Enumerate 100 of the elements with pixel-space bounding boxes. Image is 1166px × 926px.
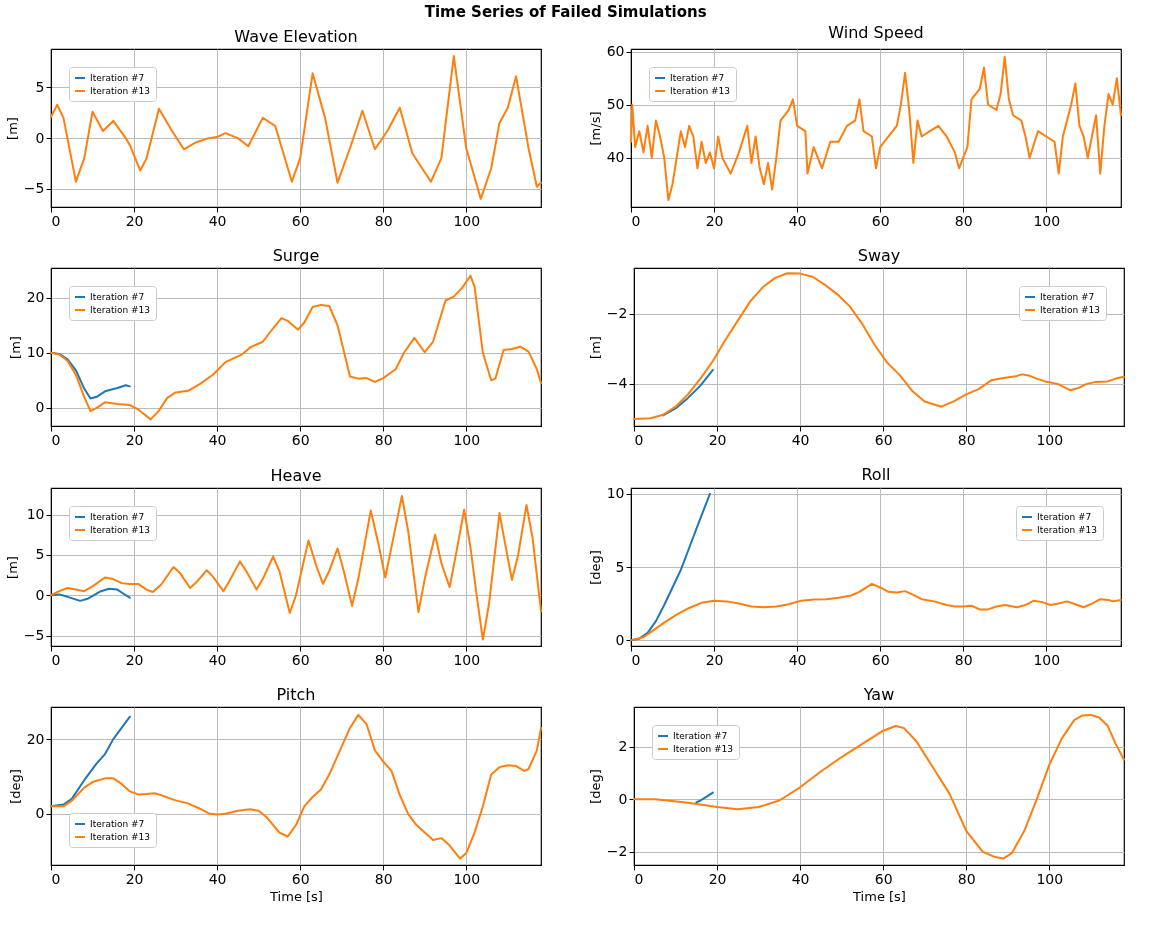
x-tick-label: 80 <box>374 431 393 448</box>
legend-label: Iteration #13 <box>90 525 151 535</box>
y-tick-label: 20 <box>26 289 45 306</box>
y-tick-label: 2 <box>618 738 628 754</box>
x-tick-label: 20 <box>705 212 724 229</box>
x-tick-label: 0 <box>631 212 641 229</box>
line-series <box>630 582 1122 642</box>
x-tick-label: 80 <box>374 651 393 668</box>
x-tick-label: 0 <box>631 651 641 668</box>
y-tick-label: 60 <box>606 43 625 60</box>
x-tick-label: 20 <box>125 651 144 668</box>
y-tick-label: 10 <box>26 506 45 523</box>
y-tick-label: 5 <box>35 78 45 95</box>
y-tick-label: 5 <box>615 558 625 575</box>
x-tick-label: 60 <box>874 431 893 448</box>
legend-label: Iteration #7 <box>90 292 145 302</box>
legend-label: Iteration #13 <box>90 832 151 842</box>
chart-title: Wind Speed <box>828 22 924 42</box>
line-series <box>695 791 714 804</box>
legend-label: Iteration #13 <box>1037 525 1098 535</box>
legend-label: Iteration #13 <box>90 305 151 315</box>
x-tick-label: 60 <box>291 431 310 448</box>
x-tick-label: 40 <box>791 870 810 887</box>
y-tick-label: 0 <box>615 631 625 648</box>
x-tick-label: 20 <box>125 870 144 887</box>
x-tick-label: 40 <box>208 870 227 887</box>
x-tick-label: 80 <box>954 651 973 668</box>
legend-label: Iteration #7 <box>90 819 145 829</box>
y-tick-label: 0 <box>35 399 45 416</box>
line-series <box>50 713 542 860</box>
y-tick-label: −2 <box>606 843 628 860</box>
x-tick-label: 0 <box>51 431 61 448</box>
y-axis-title: [m] <box>587 336 603 359</box>
chart-title: Heave <box>270 466 322 485</box>
x-tick-label: 40 <box>788 651 807 668</box>
y-tick-label: 20 <box>26 730 45 747</box>
legend-label: Iteration #13 <box>673 744 734 754</box>
x-tick-label: 0 <box>51 212 61 229</box>
x-tick-label: 80 <box>954 212 973 229</box>
legend-label: Iteration #13 <box>1040 305 1101 315</box>
x-tick-label: 40 <box>791 431 810 448</box>
x-tick-label: 60 <box>874 870 893 887</box>
y-tick-label: −2 <box>606 305 628 322</box>
x-tick-label: 20 <box>705 651 724 668</box>
x-tick-label: 60 <box>871 651 890 668</box>
x-tick-label: 0 <box>51 651 61 668</box>
x-tick-label: 0 <box>51 870 61 887</box>
x-tick-label: 100 <box>1033 651 1061 668</box>
legend-label: Iteration #7 <box>670 73 725 83</box>
line-series <box>50 495 542 641</box>
y-tick-label: 0 <box>35 805 45 822</box>
line-series <box>50 587 131 602</box>
legend-label: Iteration #7 <box>90 512 145 522</box>
x-tick-label: 80 <box>957 870 976 887</box>
x-tick-label: 60 <box>291 651 310 668</box>
y-axis-title: [m/s] <box>587 111 603 146</box>
chart-title: Roll <box>861 464 891 484</box>
y-tick-label: 5 <box>35 546 45 563</box>
x-tick-label: 100 <box>453 212 481 229</box>
x-tick-label: 80 <box>374 870 393 887</box>
legend-label: Iteration #7 <box>1037 512 1092 522</box>
x-axis-title: Time [s] <box>269 888 323 904</box>
text: Time Series of Failed Simulations <box>424 3 707 22</box>
x-tick-label: 20 <box>708 870 727 887</box>
y-axis-title: [m] <box>4 556 20 579</box>
y-tick-label: 0 <box>35 586 45 603</box>
y-axis-title: [deg] <box>587 769 603 804</box>
y-tick-label: 10 <box>606 485 625 502</box>
x-tick-label: 100 <box>453 651 481 668</box>
x-tick-label: 20 <box>125 431 144 448</box>
x-tick-label: 100 <box>453 870 481 887</box>
x-tick-label: 40 <box>788 212 807 229</box>
y-tick-label: 50 <box>606 96 625 113</box>
y-tick-label: −5 <box>23 627 45 644</box>
chart-title: Sway <box>857 246 901 265</box>
y-tick-label: −5 <box>23 180 45 197</box>
y-axis-title: [m] <box>4 117 20 140</box>
chart-title: Yaw <box>862 685 895 704</box>
y-tick-label: 40 <box>606 149 625 166</box>
x-tick-label: 80 <box>957 431 976 448</box>
y-axis-title: [deg] <box>7 769 23 804</box>
line-series <box>662 368 714 417</box>
legend-label: Iteration #7 <box>90 73 145 83</box>
x-tick-label: 40 <box>208 212 227 229</box>
x-tick-label: 100 <box>1036 870 1064 887</box>
x-tick-label: 60 <box>291 212 310 229</box>
x-tick-label: 0 <box>634 431 644 448</box>
y-axis-title: [m] <box>7 336 23 359</box>
legend-label: Iteration #7 <box>1040 292 1095 302</box>
x-tick-label: 40 <box>208 431 227 448</box>
chart-title: Surge <box>272 246 320 265</box>
line-series <box>633 713 1125 860</box>
y-tick-label: 0 <box>35 129 45 146</box>
x-tick-label: 0 <box>634 870 644 887</box>
x-tick-label: 60 <box>871 212 890 229</box>
x-axis-title: Time [s] <box>852 888 906 904</box>
x-tick-label: 20 <box>708 431 727 448</box>
chart-title: Wave Elevation <box>234 27 358 46</box>
y-tick-label: −4 <box>606 375 628 392</box>
line-series <box>50 274 542 421</box>
